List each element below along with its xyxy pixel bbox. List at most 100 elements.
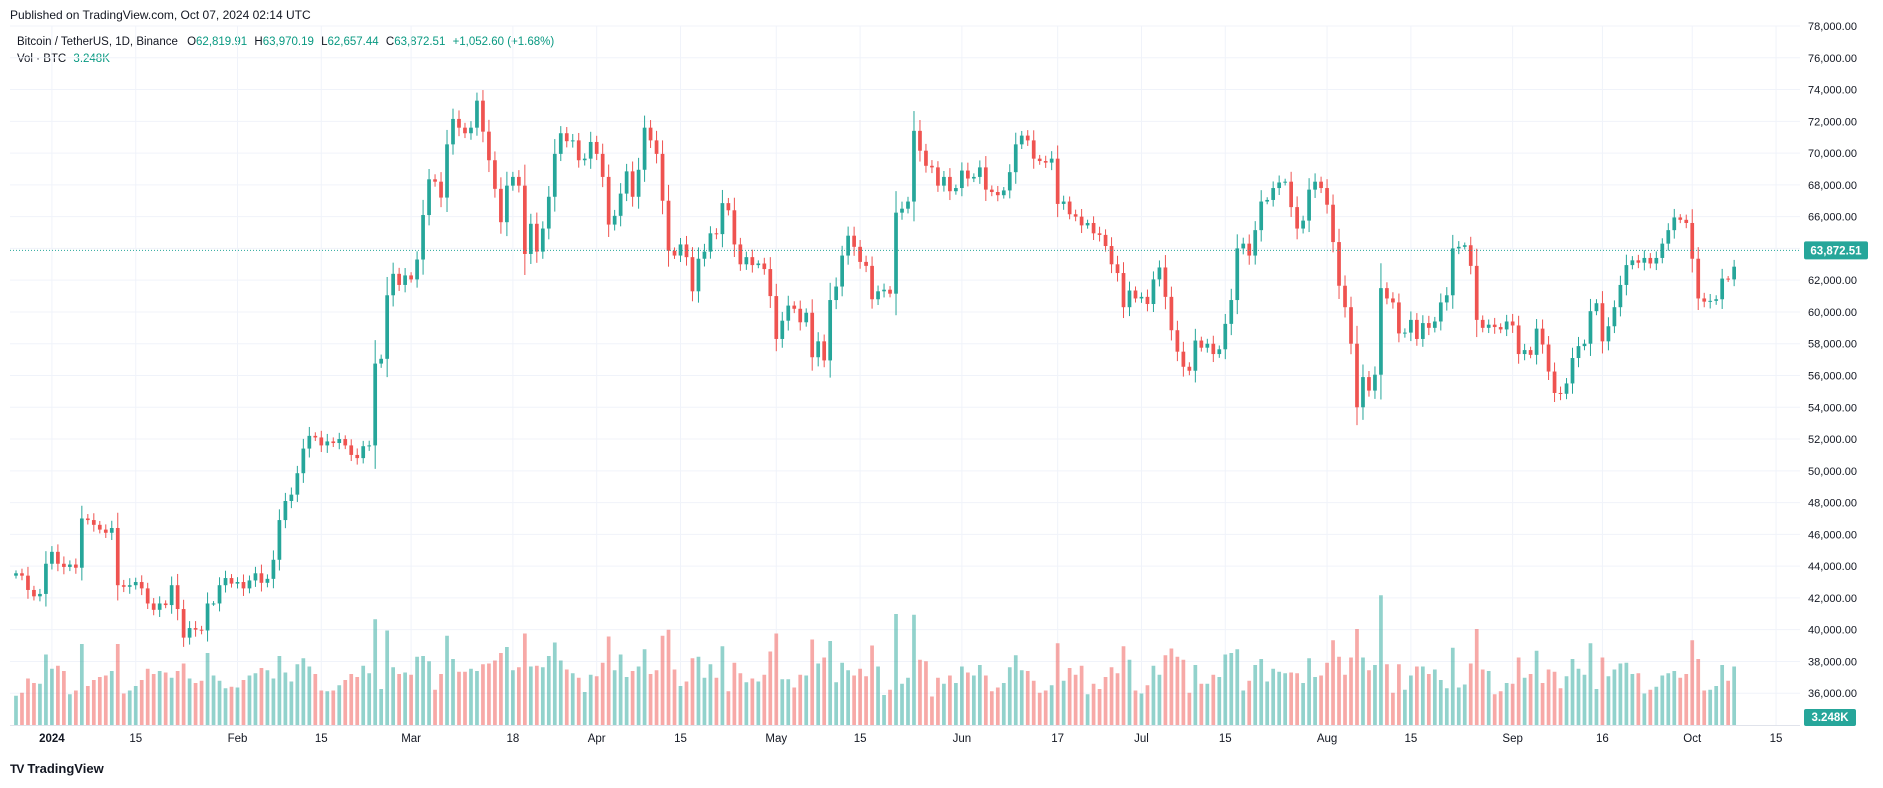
- candle-body: [624, 171, 629, 194]
- volume-bar: [672, 669, 677, 725]
- candle-body: [1534, 328, 1539, 355]
- candle-body: [888, 289, 892, 294]
- candle-body: [1522, 350, 1527, 355]
- candle-body: [1714, 299, 1719, 301]
- candle-body: [1409, 319, 1413, 333]
- volume-bar: [666, 629, 671, 725]
- time-tick-label: Sep: [1502, 733, 1522, 745]
- candle-body: [528, 223, 533, 254]
- volume-bar: [912, 614, 916, 725]
- volume-bar: [499, 653, 503, 725]
- candle-body: [73, 564, 78, 568]
- candle-body: [906, 201, 910, 209]
- candle-body: [1169, 296, 1174, 331]
- tradingview-brand: TV TradingView: [10, 761, 104, 776]
- candle-body: [822, 341, 827, 361]
- candle-body: [337, 439, 342, 444]
- volume-bar: [720, 646, 725, 725]
- volume-bar: [451, 659, 455, 725]
- candle-body: [403, 275, 407, 285]
- volume-bar: [379, 689, 384, 725]
- volume-bar: [600, 662, 605, 725]
- volume-bar: [121, 693, 126, 725]
- volume-bar: [582, 692, 587, 725]
- candle-body: [14, 573, 18, 576]
- volume-bar: [606, 636, 611, 725]
- volume-bar: [1199, 683, 1204, 725]
- volume-bar: [977, 665, 982, 725]
- volume-bar: [1546, 669, 1551, 725]
- volume-bar: [1666, 673, 1671, 725]
- volume-bar: [528, 666, 533, 725]
- candle-body: [726, 203, 731, 211]
- volume-bar: [1157, 674, 1162, 725]
- volume-bar: [103, 675, 108, 725]
- volume-bar: [415, 656, 419, 725]
- candle-body: [756, 263, 761, 266]
- candle-body: [1696, 258, 1701, 299]
- candle-body: [68, 564, 72, 567]
- candle-body: [1187, 366, 1192, 371]
- candle-body: [415, 259, 419, 280]
- volume-bar: [1420, 666, 1425, 725]
- candle-body: [1642, 257, 1647, 263]
- volume-bar: [1235, 649, 1240, 725]
- volume-bar: [1534, 650, 1539, 725]
- volume-bar: [343, 680, 348, 725]
- volume-legend: Vol · BTC 3.248K: [17, 53, 110, 65]
- volume-bar: [1570, 659, 1575, 725]
- candle-body: [307, 435, 312, 449]
- volume-bar: [1061, 680, 1066, 725]
- volume-bar: [894, 614, 898, 725]
- candle-body: [451, 118, 455, 145]
- candle-body: [1504, 321, 1509, 330]
- candle-body: [85, 518, 90, 521]
- candle-body: [463, 127, 467, 134]
- candle-body: [187, 628, 192, 638]
- volume-bar: [487, 663, 491, 725]
- volume-bar: [361, 665, 366, 725]
- price-tick-label: 62,000.00: [1808, 275, 1857, 287]
- candle-body: [1468, 245, 1473, 266]
- candle-body: [636, 169, 641, 197]
- candle-body: [989, 189, 994, 193]
- volume-bar: [588, 674, 593, 725]
- candle-body: [397, 273, 401, 285]
- candle-body: [265, 578, 270, 583]
- volume-bar: [1289, 672, 1293, 725]
- volume-bar: [331, 690, 336, 725]
- candle-body: [1624, 265, 1629, 285]
- candle-body: [319, 437, 324, 446]
- candle-body: [594, 141, 599, 154]
- candle-body: [517, 176, 521, 186]
- candle-body: [852, 235, 856, 247]
- volume-bar: [870, 645, 874, 725]
- time-tick-label: Jun: [953, 733, 972, 745]
- volume-bar: [1630, 674, 1635, 725]
- volume-bar: [1714, 686, 1719, 725]
- candle-body: [493, 160, 497, 189]
- volume-bar: [187, 678, 192, 725]
- volume-bar: [283, 672, 288, 725]
- candle-body: [50, 551, 54, 564]
- volume-bar: [50, 668, 54, 725]
- volume-bar: [708, 664, 713, 725]
- time-tick-label: 15: [1219, 733, 1232, 745]
- price-tick-label: 54,000.00: [1808, 402, 1857, 414]
- volume-bar: [1175, 656, 1180, 725]
- candle-body: [1540, 328, 1545, 345]
- candle-body: [540, 228, 545, 252]
- volume-bar: [133, 686, 138, 725]
- candle-body: [840, 255, 844, 287]
- volume-bar: [157, 671, 162, 725]
- candle-body: [295, 473, 300, 495]
- candle-body: [1331, 204, 1335, 243]
- candle-body: [1654, 257, 1659, 264]
- candle-body: [600, 153, 605, 177]
- volume-bar: [1163, 655, 1168, 725]
- candle-body: [1181, 351, 1186, 367]
- candle-body: [1546, 344, 1551, 372]
- volume-bar: [1432, 669, 1437, 725]
- candle-body: [738, 244, 743, 265]
